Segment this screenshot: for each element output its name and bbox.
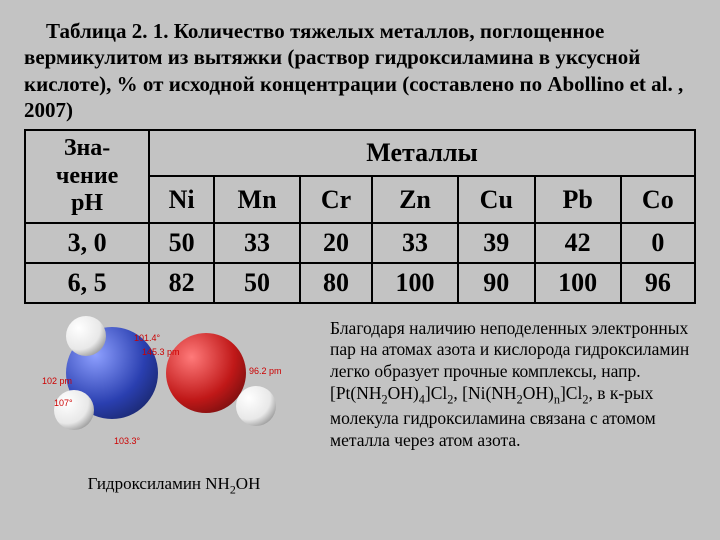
ph-cell: 6, 5 (25, 263, 149, 303)
row-header: Зна-чениерН (25, 130, 149, 223)
cell: 39 (458, 223, 535, 263)
molecule-label: 103.3° (114, 436, 140, 446)
ph-cell: 3, 0 (25, 223, 149, 263)
cell: 33 (214, 223, 300, 263)
col-zn: Zn (372, 176, 458, 222)
table-row: 6, 5 82 50 80 100 90 100 96 (25, 263, 695, 303)
molecule-label: 145.3 pm (142, 347, 180, 357)
col-ni: Ni (149, 176, 214, 222)
cell: 50 (149, 223, 214, 263)
description-text: Благодаря наличию неподеленных электронн… (324, 318, 696, 497)
cell: 80 (300, 263, 372, 303)
molecule-label: 107° (54, 398, 73, 408)
atom-h3 (236, 386, 276, 426)
cell: 42 (535, 223, 621, 263)
molecule-diagram: 101.4° 145.3 pm 96.2 pm 102 pm 107° 103.3° (34, 318, 314, 468)
col-pb: Pb (535, 176, 621, 222)
group-header: Металлы (149, 130, 695, 176)
table-row: 3, 0 50 33 20 33 39 42 0 (25, 223, 695, 263)
col-co: Co (621, 176, 695, 222)
molecule-label: 96.2 pm (249, 366, 282, 376)
cell: 0 (621, 223, 695, 263)
col-cu: Cu (458, 176, 535, 222)
col-cr: Cr (300, 176, 372, 222)
cell: 96 (621, 263, 695, 303)
cell: 100 (372, 263, 458, 303)
cell: 33 (372, 223, 458, 263)
cell: 82 (149, 263, 214, 303)
cell: 50 (214, 263, 300, 303)
cell: 20 (300, 223, 372, 263)
atom-o (166, 333, 246, 413)
metals-table: Зна-чениерН Металлы Ni Mn Cr Zn Cu Pb Co… (24, 129, 696, 304)
molecule-label: 102 pm (42, 376, 72, 386)
cell: 100 (535, 263, 621, 303)
atom-h1 (66, 316, 106, 356)
molecule-label: 101.4° (134, 333, 160, 343)
molecule-caption: Гидроксиламин NH2OH (88, 474, 261, 497)
atom-h2 (54, 390, 94, 430)
cell: 90 (458, 263, 535, 303)
table-caption: Таблица 2. 1. Количество тяжелых металло… (24, 18, 696, 123)
col-mn: Mn (214, 176, 300, 222)
